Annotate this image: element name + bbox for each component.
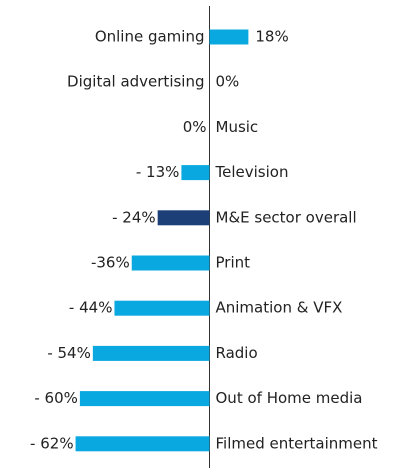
category-label: Out of Home media: [216, 389, 363, 407]
bar: [131, 255, 210, 271]
category-label: Music: [216, 118, 259, 136]
value-label: - 62%: [30, 434, 74, 452]
category-label: Radio: [216, 344, 258, 362]
value-label: - 60%: [34, 389, 78, 407]
category-label: Print: [216, 254, 251, 272]
category-label: M&E sector overall: [216, 208, 357, 226]
value-label: - 24%: [112, 208, 156, 226]
value-label: -36%: [91, 254, 130, 272]
bar: [79, 391, 210, 407]
bar: [114, 300, 210, 316]
bar: [181, 165, 210, 181]
category-label: Television: [215, 163, 289, 181]
value-label: - 44%: [69, 299, 113, 317]
value-label: - 13%: [136, 163, 180, 181]
category-label: Online gaming: [95, 28, 205, 46]
category-label: Digital advertising: [67, 73, 204, 91]
value-label: 0%: [183, 118, 207, 136]
value-label: - 54%: [47, 344, 91, 362]
bar: [92, 345, 210, 361]
value-label: 18%: [255, 28, 288, 46]
bar: [157, 210, 210, 226]
bar: [209, 29, 249, 45]
category-label: Animation & VFX: [216, 299, 343, 317]
bar: [75, 436, 210, 452]
value-label: 0%: [216, 73, 240, 91]
category-label: Filmed entertainment: [216, 434, 378, 452]
